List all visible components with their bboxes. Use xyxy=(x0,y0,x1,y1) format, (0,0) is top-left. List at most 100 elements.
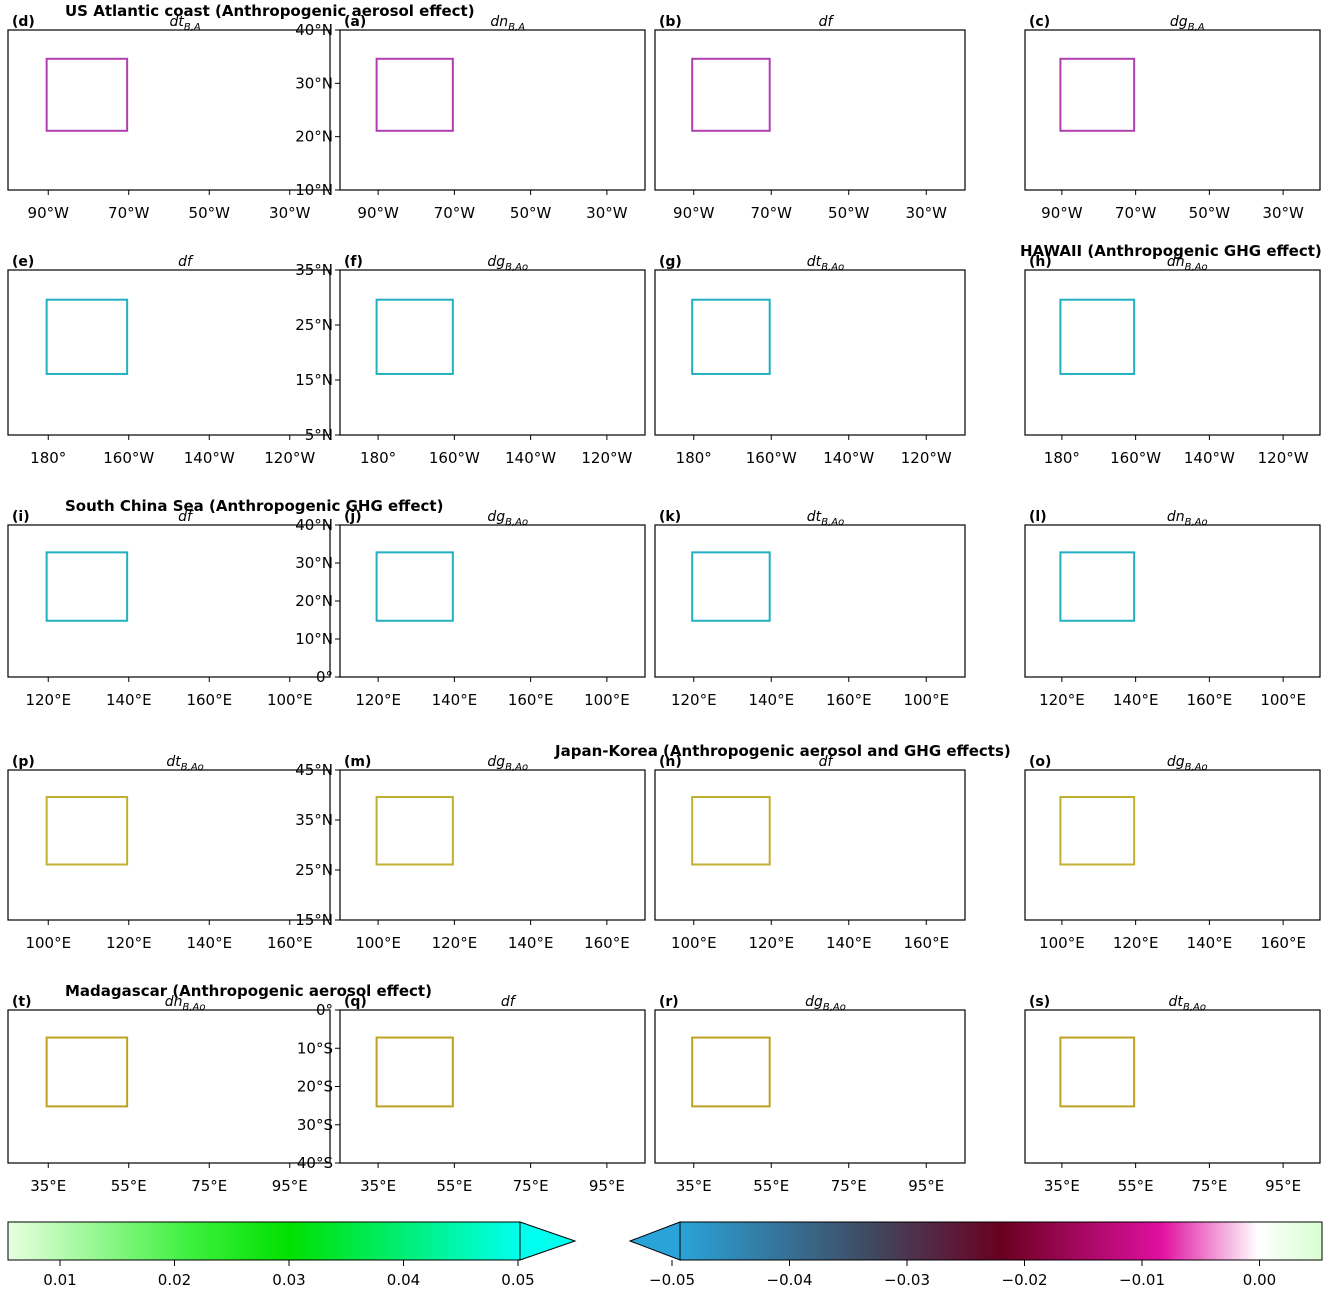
panel-label: (o) xyxy=(1029,754,1051,770)
panel-label: (n) xyxy=(659,754,682,770)
map-panel xyxy=(1025,525,1320,677)
x-tick-label: 140°E xyxy=(432,691,478,709)
x-tick-label: 55°E xyxy=(1118,1177,1154,1195)
variable-subscript: B,A xyxy=(184,22,201,33)
x-tick-label: 100°E xyxy=(671,934,717,952)
y-tick-label: 25°N xyxy=(295,316,333,334)
section-title: US Atlantic coast (Anthropogenic aerosol… xyxy=(65,2,475,20)
x-tick-label: 75°E xyxy=(513,1177,549,1195)
map-panel xyxy=(340,1010,645,1163)
colorbar-tick-label: 0.02 xyxy=(158,1271,191,1289)
variable-name: dg xyxy=(487,509,505,525)
y-tick-label: 35°N xyxy=(295,261,333,279)
x-tick-label: 140°E xyxy=(186,934,232,952)
x-tick-label: 120°W xyxy=(264,449,315,467)
panel-variable: df xyxy=(178,509,194,525)
map-panel xyxy=(340,30,645,190)
panel-label: (c) xyxy=(1029,14,1050,30)
x-tick-label: 50°W xyxy=(189,204,231,222)
x-tick-label: 120°W xyxy=(581,449,632,467)
panel-label: (l) xyxy=(1029,509,1047,525)
variable-subscript: B,Ao xyxy=(821,517,844,528)
map-panel xyxy=(340,270,645,435)
variable-name: dg xyxy=(487,254,505,270)
x-tick-label: 160°E xyxy=(1260,934,1306,952)
colorbar-tick-label: −0.01 xyxy=(1119,1271,1165,1289)
x-tick-label: 55°E xyxy=(436,1177,472,1195)
x-tick-label: 100°E xyxy=(25,934,71,952)
x-tick-label: 100°E xyxy=(355,934,401,952)
section-title: Madagascar (Anthropogenic aerosol effect… xyxy=(65,982,432,1000)
colorbar-tick-label: −0.05 xyxy=(649,1271,695,1289)
x-tick-label: 100°E xyxy=(267,691,313,709)
x-tick-label: 140°W xyxy=(505,449,556,467)
panel-label: (s) xyxy=(1029,994,1050,1010)
variable-name: dg xyxy=(1170,14,1188,30)
x-tick-label: 140°E xyxy=(748,691,794,709)
variable-name: df xyxy=(819,754,835,770)
x-tick-label: 120°E xyxy=(432,934,478,952)
x-tick-label: 50°W xyxy=(828,204,870,222)
x-tick-label: 30°W xyxy=(906,204,948,222)
x-tick-label: 90°W xyxy=(673,204,715,222)
variable-subscript: B,Ao xyxy=(1183,1002,1206,1013)
x-tick-label: 180° xyxy=(30,449,66,467)
variable-name: dn xyxy=(165,994,183,1010)
x-tick-label: 95°E xyxy=(272,1177,308,1195)
x-tick-label: 70°W xyxy=(434,204,476,222)
panel-label: (d) xyxy=(12,14,35,30)
x-tick-label: 180° xyxy=(360,449,396,467)
x-tick-label: 50°W xyxy=(1189,204,1231,222)
panel-label: (m) xyxy=(344,754,371,770)
x-tick-label: 160°E xyxy=(186,691,232,709)
map-panel xyxy=(340,770,645,920)
y-tick-label: 15°N xyxy=(295,371,333,389)
x-tick-label: 160°E xyxy=(267,934,313,952)
x-tick-label: 140°E xyxy=(1187,934,1233,952)
variable-name: df xyxy=(501,994,517,1010)
x-tick-label: 35°E xyxy=(360,1177,396,1195)
variable-name: dn xyxy=(490,14,508,30)
map-panel xyxy=(655,525,965,677)
x-tick-label: 100°E xyxy=(1039,934,1085,952)
y-tick-label: 40°N xyxy=(295,21,333,39)
x-tick-label: 140°E xyxy=(106,691,152,709)
map-panel xyxy=(655,30,965,190)
y-tick-label: 10°N xyxy=(295,630,333,648)
y-tick-label: 15°N xyxy=(295,911,333,929)
panel-label: (b) xyxy=(659,14,682,30)
x-tick-label: 160°W xyxy=(746,449,797,467)
panel-label: (f) xyxy=(344,254,363,270)
y-tick-label: 25°N xyxy=(295,861,333,879)
x-tick-label: 120°E xyxy=(748,934,794,952)
x-tick-label: 180° xyxy=(676,449,712,467)
variable-name: dn xyxy=(1167,254,1185,270)
y-tick-label: 45°N xyxy=(295,761,333,779)
colorbar-tick-label: 0.04 xyxy=(387,1271,420,1289)
panel-label: (p) xyxy=(12,754,35,770)
variable-name: dt xyxy=(807,254,822,270)
variable-subscript: B,Ao xyxy=(181,762,204,773)
y-tick-label: 0° xyxy=(316,1001,333,1019)
x-tick-label: 160°E xyxy=(903,934,949,952)
x-tick-label: 70°W xyxy=(108,204,150,222)
x-tick-label: 75°E xyxy=(191,1177,227,1195)
colorbar-extension xyxy=(520,1222,575,1260)
x-tick-label: 95°E xyxy=(1265,1177,1301,1195)
map-panel xyxy=(655,270,965,435)
x-tick-label: 55°E xyxy=(111,1177,147,1195)
x-tick-label: 30°W xyxy=(269,204,311,222)
panel-label: (k) xyxy=(659,509,681,525)
variable-name: dg xyxy=(805,994,823,1010)
map-panel xyxy=(8,270,330,435)
x-tick-label: 100°E xyxy=(584,691,630,709)
x-tick-label: 140°E xyxy=(826,934,872,952)
map-panel xyxy=(340,525,645,677)
variable-subscript: B,Ao xyxy=(1185,762,1208,773)
map-panel xyxy=(655,1010,965,1163)
y-tick-label: 30°N xyxy=(295,554,333,572)
x-tick-label: 120°E xyxy=(1039,691,1085,709)
x-tick-label: 180° xyxy=(1044,449,1080,467)
variable-name: df xyxy=(178,509,194,525)
panel-label: (q) xyxy=(344,994,367,1010)
